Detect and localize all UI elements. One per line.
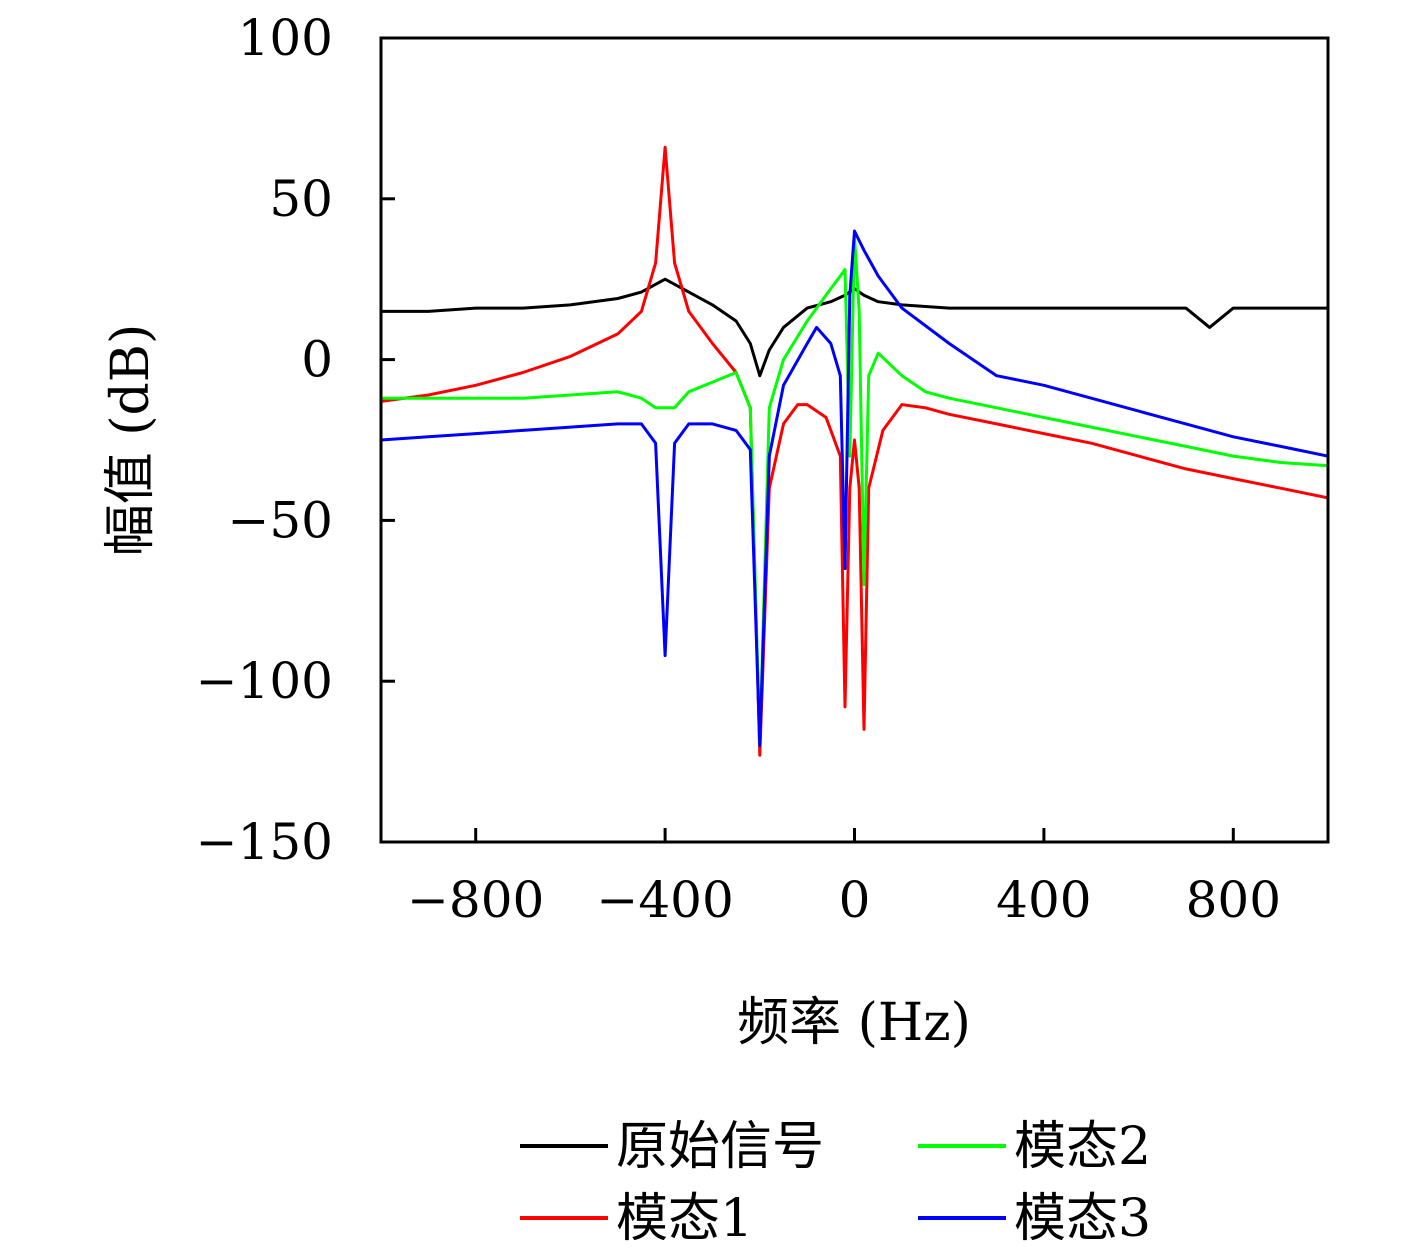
series-line-2 bbox=[381, 145, 1328, 757]
x-axis-title: 频率 (Hz) bbox=[737, 993, 971, 1053]
x-tick-label: 0 bbox=[839, 871, 871, 929]
legend-label: 模态3 bbox=[1014, 1189, 1151, 1249]
y-tick-label: 0 bbox=[301, 331, 333, 389]
x-tick-label: −400 bbox=[596, 871, 733, 929]
y-tick-label: 100 bbox=[238, 9, 333, 67]
y-tick-label: −150 bbox=[196, 813, 333, 871]
x-tick-label: 800 bbox=[1186, 871, 1281, 929]
x-tick-label: −800 bbox=[407, 871, 544, 929]
series-line-4 bbox=[381, 229, 1328, 747]
legend: 原始信号 模态2 模态1 模态3 bbox=[520, 1117, 1151, 1249]
series-layer bbox=[381, 145, 1328, 757]
axis-layer: −800 −400 0 400 800 100 50 0 −50 −100 −150 bbox=[196, 9, 1281, 929]
legend-label: 原始信号 bbox=[616, 1117, 824, 1177]
x-tick-label: 400 bbox=[996, 871, 1091, 929]
y-axis-title: 幅值 (dB) bbox=[101, 324, 161, 557]
legend-label: 模态2 bbox=[1014, 1117, 1151, 1177]
y-tick-label: 50 bbox=[269, 170, 333, 228]
y-tick-label: −50 bbox=[227, 491, 333, 549]
series-line-3 bbox=[381, 235, 1328, 747]
y-tick-label: −100 bbox=[196, 652, 333, 710]
legend-label: 模态1 bbox=[616, 1189, 753, 1249]
